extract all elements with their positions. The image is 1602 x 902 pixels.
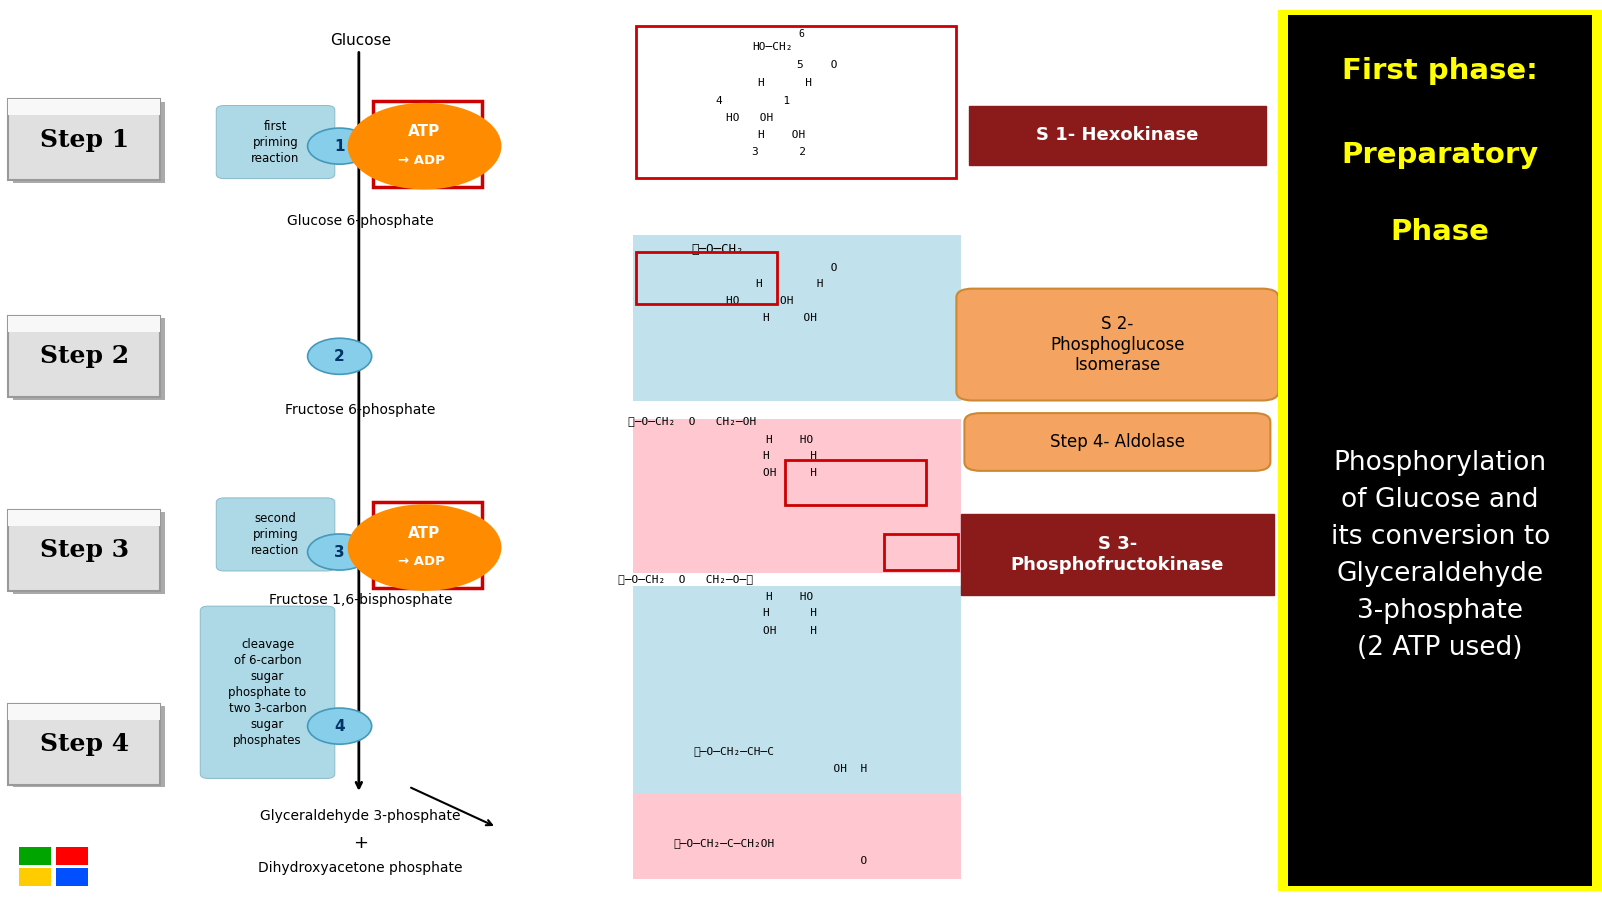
Text: Glucose: Glucose (330, 33, 391, 48)
Text: Glucose 6-phosphate: Glucose 6-phosphate (287, 214, 434, 228)
Text: ATP: ATP (409, 124, 441, 139)
Bar (13, 102, 165, 183)
Bar (8, 316, 160, 332)
Text: HO      OH: HO OH (726, 296, 793, 307)
Text: 4         1: 4 1 (716, 96, 790, 106)
Bar (13, 706, 165, 787)
Text: 3: 3 (335, 545, 344, 559)
Bar (19, 868, 51, 886)
Bar (56, 868, 88, 886)
Bar (633, 235, 961, 401)
Text: Fructose 1,6-bisphosphate: Fructose 1,6-bisphosphate (269, 593, 452, 607)
Bar (373, 101, 482, 187)
Text: H    OH: H OH (758, 130, 806, 141)
Circle shape (308, 708, 372, 744)
Bar (1278, 10, 1602, 891)
FancyBboxPatch shape (216, 498, 335, 571)
Text: 3      2: 3 2 (751, 146, 806, 157)
Text: cleavage
of 6-carbon
sugar
phosphate to
two 3-carbon
sugar
phosphates: cleavage of 6-carbon sugar phosphate to … (229, 638, 306, 747)
FancyBboxPatch shape (216, 106, 335, 179)
Text: Ⓟ─O─CH₂─C─CH₂OH: Ⓟ─O─CH₂─C─CH₂OH (673, 838, 775, 849)
FancyBboxPatch shape (964, 413, 1270, 471)
Bar (8, 704, 160, 720)
FancyBboxPatch shape (200, 606, 335, 778)
Text: Step 3: Step 3 (40, 538, 128, 562)
Circle shape (308, 534, 372, 570)
Text: Glyceraldehyde 3-phosphate: Glyceraldehyde 3-phosphate (260, 809, 461, 824)
Text: 4: 4 (335, 719, 344, 733)
Text: 2: 2 (335, 349, 344, 364)
Bar (884, 534, 958, 570)
Text: 5    O: 5 O (796, 60, 838, 70)
Bar (8, 510, 160, 591)
Bar (373, 502, 482, 588)
Bar (19, 847, 51, 865)
Text: Phosphorylation
of Glucose and
its conversion to
Glyceraldehyde
3-phosphate
(2 A: Phosphorylation of Glucose and its conve… (1331, 449, 1549, 660)
Text: 1: 1 (335, 139, 344, 153)
Bar (969, 106, 1266, 164)
Text: ATP: ATP (409, 526, 441, 540)
Text: first
priming
reaction: first priming reaction (252, 120, 300, 164)
Bar (1288, 15, 1592, 886)
Text: Ⓟ─O─CH₂: Ⓟ─O─CH₂ (692, 244, 743, 256)
Bar (56, 847, 88, 865)
Text: HO─CH₂: HO─CH₂ (751, 41, 793, 52)
FancyBboxPatch shape (956, 289, 1278, 400)
Bar (8, 316, 160, 397)
Bar (633, 419, 961, 573)
Text: H      H: H H (758, 78, 812, 88)
Bar (633, 735, 961, 794)
Circle shape (308, 128, 372, 164)
Text: Step 4- Aldolase: Step 4- Aldolase (1049, 433, 1185, 451)
Text: Ⓟ─O─CH₂  O   CH₂─OH: Ⓟ─O─CH₂ O CH₂─OH (628, 416, 756, 427)
Text: O: O (796, 262, 838, 273)
Text: OH     H: OH H (763, 467, 817, 478)
Text: H    HO: H HO (766, 435, 814, 446)
Text: +: + (352, 834, 368, 852)
Bar (633, 586, 961, 735)
Text: First phase:: First phase: (1342, 57, 1538, 86)
Text: Step 4: Step 4 (40, 732, 128, 756)
Text: Preparatory: Preparatory (1341, 141, 1540, 170)
Text: HO   OH: HO OH (726, 113, 774, 124)
Text: OH     H: OH H (763, 626, 817, 637)
Text: H    HO: H HO (766, 592, 814, 603)
Text: O: O (766, 856, 868, 867)
Text: H        H: H H (756, 279, 823, 290)
Text: S 1- Hexokinase: S 1- Hexokinase (1036, 126, 1198, 144)
Bar (8, 510, 160, 526)
Text: Dihydroxyacetone phosphate: Dihydroxyacetone phosphate (258, 861, 463, 875)
Text: 6: 6 (798, 29, 804, 40)
Text: Step 1: Step 1 (40, 128, 128, 152)
Text: Ⓟ─O─CH₂  O   CH₂─O─Ⓟ: Ⓟ─O─CH₂ O CH₂─O─Ⓟ (618, 574, 753, 584)
Bar (633, 794, 961, 879)
Text: S 2-
Phosphoglucose
Isomerase: S 2- Phosphoglucose Isomerase (1051, 315, 1184, 374)
Text: → ADP: → ADP (397, 154, 445, 167)
Circle shape (348, 103, 501, 189)
Bar (961, 514, 1274, 595)
Bar (8, 99, 160, 115)
Bar (13, 512, 165, 594)
Text: S 3-
Phosphofructokinase: S 3- Phosphofructokinase (1011, 535, 1224, 575)
Bar (8, 704, 160, 785)
Text: Ⓟ─O─CH₂─CH─C: Ⓟ─O─CH₂─CH─C (694, 746, 774, 757)
Circle shape (348, 504, 501, 591)
Text: H      H: H H (763, 608, 817, 619)
Circle shape (308, 338, 372, 374)
Text: second
priming
reaction: second priming reaction (252, 512, 300, 557)
Text: H     OH: H OH (763, 312, 817, 323)
Bar (13, 318, 165, 400)
Text: OH  H: OH H (766, 763, 868, 774)
Bar (785, 460, 926, 505)
Text: H      H: H H (763, 451, 817, 462)
Text: Fructose 6-phosphate: Fructose 6-phosphate (285, 403, 436, 418)
Text: → ADP: → ADP (397, 556, 445, 568)
Text: Phase: Phase (1391, 217, 1490, 246)
Bar (8, 99, 160, 180)
Text: Step 2: Step 2 (40, 345, 128, 368)
Bar (636, 252, 777, 304)
Bar (636, 26, 956, 178)
